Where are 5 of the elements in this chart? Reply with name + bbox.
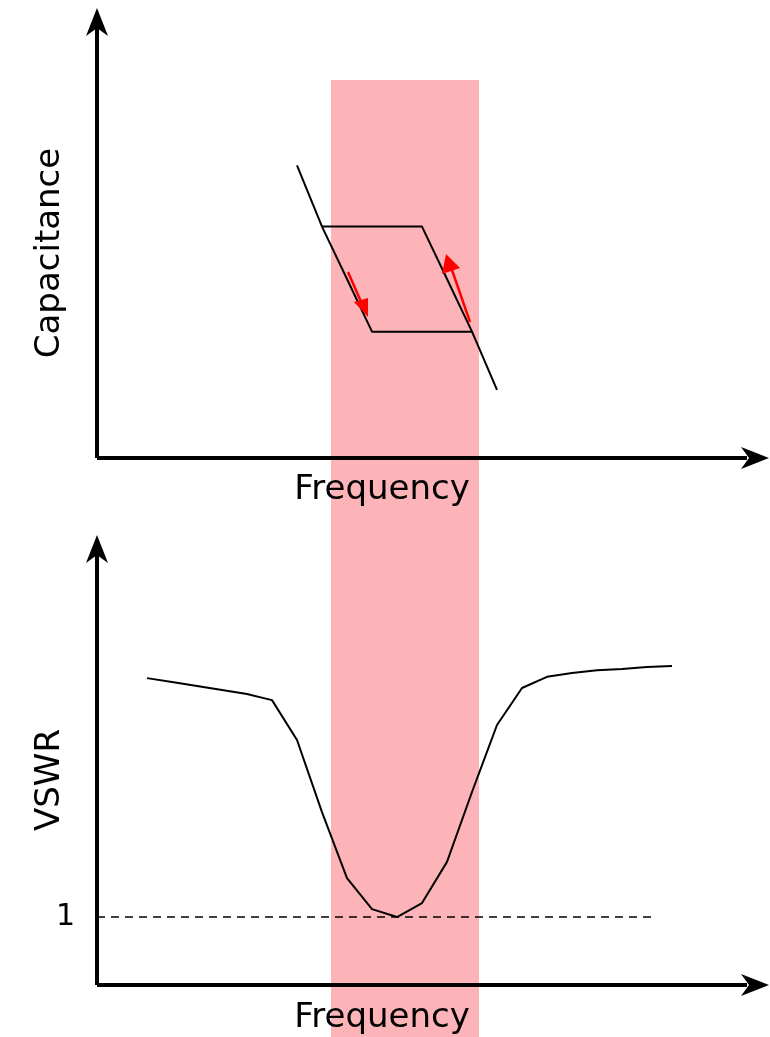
- text: 1: [55, 896, 75, 932]
- y-axis-title: Capacitance: [26, 147, 67, 359]
- x-axis-title: Frequency: [294, 994, 470, 1035]
- y-axis-title: VSWR: [26, 728, 67, 832]
- x-axis-title: Frequency: [294, 466, 470, 507]
